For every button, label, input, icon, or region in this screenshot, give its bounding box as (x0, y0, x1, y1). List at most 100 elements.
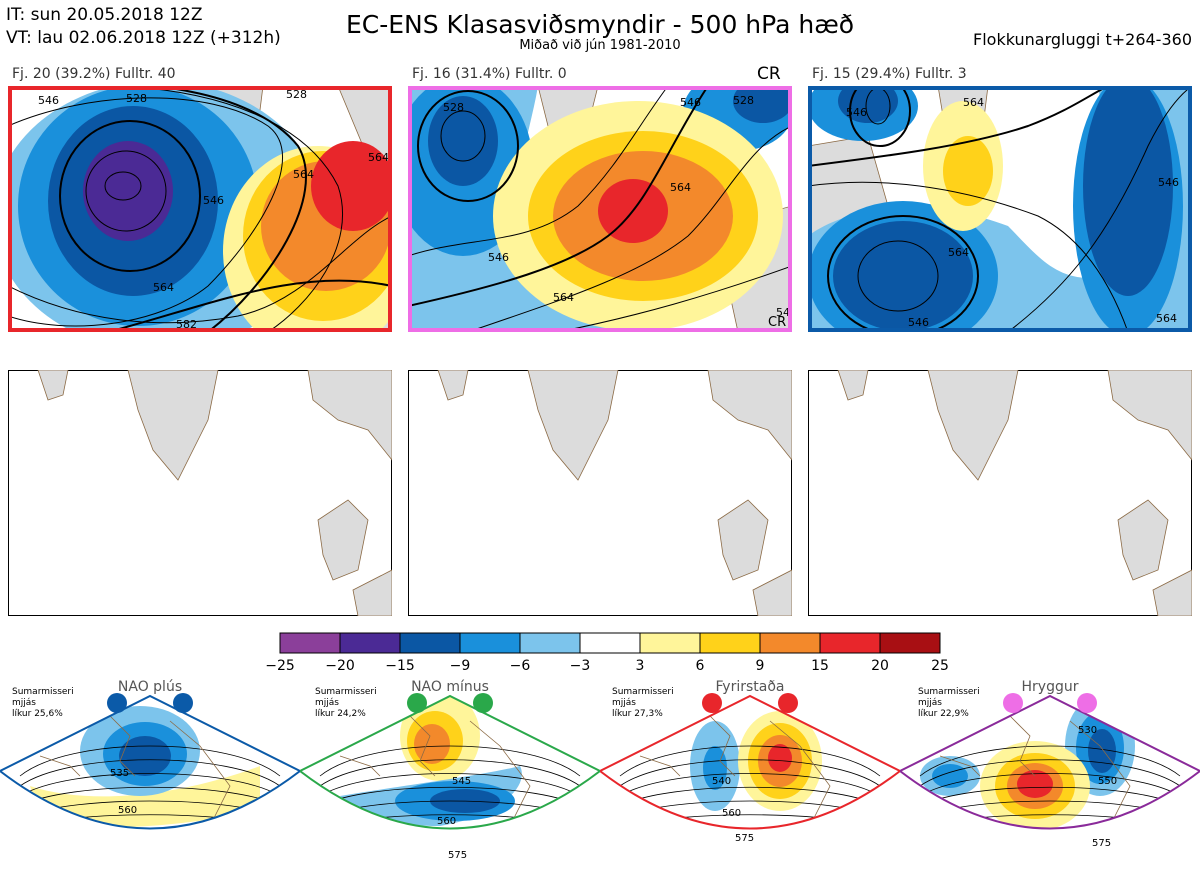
land-europe (352, 569, 392, 616)
anomaly-plus15 (1017, 770, 1053, 798)
contour-label: 528 (443, 101, 464, 114)
colorbar-swatch (639, 632, 701, 654)
contour-label: 560 (722, 808, 741, 819)
regime-months: mjjás (315, 698, 339, 708)
colorbar-swatches (279, 632, 941, 654)
regime-ridge: Hryggur Sumarmisseri mjjás líkur 22,9% 5… (900, 679, 1200, 849)
land-greenland (127, 370, 219, 481)
cluster-2-tag-top: CR (757, 64, 781, 84)
run-times: IT: sun 20.05.2018 12Z VT: lau 02.06.201… (6, 4, 281, 50)
land-arctic (837, 370, 869, 401)
cluster-1-frame (8, 86, 392, 332)
regime-season: Sumarmisseri (315, 687, 377, 697)
anomaly-minus6 (703, 746, 727, 790)
regime-months: mjjás (612, 698, 636, 708)
classification-window: Flokkunargluggi t+264-360 (973, 30, 1192, 49)
contour-label: 546 (203, 194, 224, 207)
contour-label: 546 (680, 96, 701, 109)
regime-season: Sumarmisseri (12, 687, 74, 697)
anomaly-minus9 (428, 96, 498, 186)
contour-labels: 546 528 564 546 564 582 528 564 (38, 88, 389, 331)
anomaly-minus9 (833, 221, 973, 331)
regime-nao-minus: NAO mínus Sumarmisseri mjjás líkur 24,2%… (300, 679, 600, 861)
height-contours (408, 86, 792, 332)
cluster-3-map: 546 564 546 564 546 564 (808, 86, 1192, 332)
colorbar-swatch (759, 632, 821, 654)
regime-nao-minus-frame (300, 694, 600, 830)
contour-label: 564 (670, 181, 691, 194)
empty-map-1 (8, 370, 392, 616)
colorbar-swatch (879, 632, 941, 654)
colorbar-tick-label: 25 (931, 658, 949, 674)
contour-label: 546 (1158, 176, 1179, 189)
anomaly-minus15 (83, 141, 173, 241)
regime-marker (1003, 693, 1023, 713)
contour-label: 564 (553, 291, 574, 304)
colorbar-swatch (699, 632, 761, 654)
regime-title: Hryggur (1022, 679, 1079, 695)
cluster-3-label: Fj. 15 (29.4%) Fulltr. 3 (812, 66, 967, 82)
valid-time: VT: lau 02.06.2018 12Z (+312h) (6, 28, 281, 48)
colorbar-tick-label: 20 (871, 658, 889, 674)
contour-label: 564 (368, 151, 389, 164)
regime-months: mjjás (918, 698, 942, 708)
colorbar-swatch (279, 632, 341, 654)
contour-label: 540 (712, 776, 731, 787)
cluster-2-label: Fj. 16 (31.4%) Fulltr. 0 (412, 66, 567, 82)
anomaly-minus9-ne (733, 86, 792, 123)
colorbar-tick-label: 9 (756, 658, 765, 674)
cluster-3-frame (808, 86, 1192, 332)
regime-months: mjjás (12, 698, 36, 708)
regime-marker (702, 693, 722, 713)
regime-probability: líkur 24,2% (315, 709, 366, 719)
regime-probability: líkur 27,3% (612, 709, 663, 719)
land-british-isles (717, 499, 769, 581)
coastlines (939, 715, 1131, 829)
anomaly-plus6 (943, 136, 993, 206)
regime-marker (173, 693, 193, 713)
contour-label: 546 (488, 251, 509, 264)
contour-label: 528 (733, 94, 754, 107)
anomaly-plus3 (30, 766, 260, 828)
contour-labels: 528 546 564 546 564 528 546 (443, 94, 792, 319)
colorbar-tick-label: −25 (265, 658, 295, 674)
colorbar-swatch (459, 632, 521, 654)
anomaly-plus9 (414, 724, 450, 764)
colorbar-tick-label: 6 (696, 658, 705, 674)
regime-marker (107, 693, 127, 713)
land-scandinavia (307, 370, 392, 461)
empty-map-3 (808, 370, 1192, 616)
page-title: EC-ENS Klasasviðsmyndir - 500 hPa hæð (345, 10, 855, 39)
contour-labels: 546 564 546 564 546 564 (846, 96, 1179, 329)
colorbar: −25 −20 −15 −9 −6 −3 3 6 9 15 20 25 (265, 632, 949, 674)
regime-marker (473, 693, 493, 713)
height-contours (808, 86, 1192, 332)
contour-label: 530 (1078, 725, 1097, 736)
contour-label: 564 (153, 281, 174, 294)
regime-marker (1077, 693, 1097, 713)
land-scandinavia (1107, 370, 1192, 461)
land-europe (752, 569, 792, 616)
contour-label: 546 (38, 94, 59, 107)
contour-label: 546 (846, 106, 867, 119)
contour-label: 560 (437, 816, 456, 827)
colorbar-swatch (819, 632, 881, 654)
contour-label: 560 (118, 805, 137, 816)
regime-title: NAO plús (118, 679, 182, 695)
contour-label: 575 (735, 833, 754, 844)
land-europe (1152, 569, 1192, 616)
cluster-2-map: 528 546 564 546 564 528 546 CR (408, 86, 792, 332)
contour-label: 582 (176, 318, 197, 331)
land-british-isles (1117, 499, 1169, 581)
regime-title: NAO mínus (411, 679, 489, 695)
regime-probability: líkur 22,9% (918, 709, 969, 719)
colorbar-swatch (519, 632, 581, 654)
land-arctic (37, 370, 69, 401)
land-arctic (437, 370, 469, 401)
colorbar-swatch (339, 632, 401, 654)
land-scandinavia (707, 370, 792, 461)
regime-probability: líkur 25,6% (12, 709, 63, 719)
coastlines (339, 715, 531, 829)
cluster-2-frame (408, 86, 792, 332)
land-greenland (527, 370, 619, 481)
